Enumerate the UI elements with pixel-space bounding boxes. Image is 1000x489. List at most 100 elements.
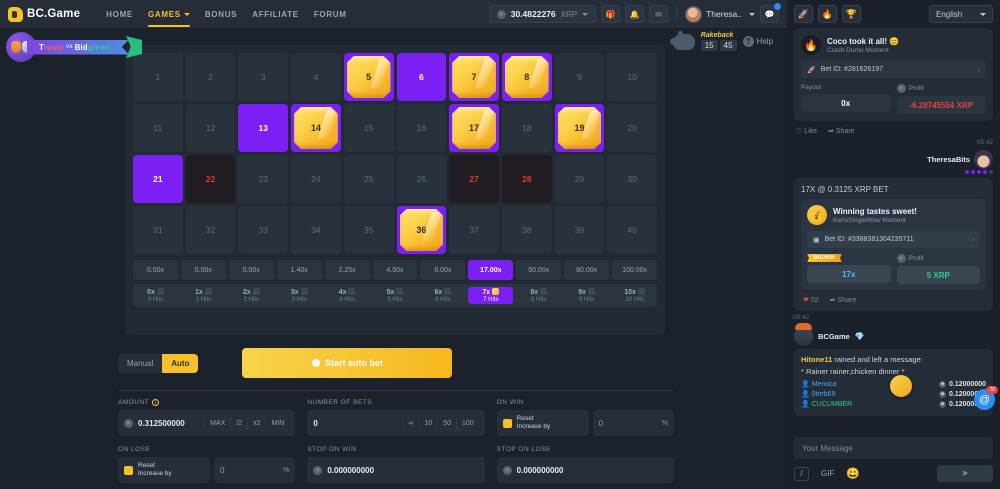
- share-button[interactable]: ➦ Share: [829, 297, 857, 304]
- keno-cell-28[interactable]: 28: [501, 155, 552, 203]
- emoji-icon[interactable]: 😀: [846, 468, 861, 480]
- fire-icon[interactable]: 🔥: [818, 5, 837, 23]
- keno-cell-35[interactable]: 35: [343, 206, 394, 254]
- on-win-percent-input[interactable]: 0 %: [592, 410, 674, 436]
- stop-on-lose-input[interactable]: 0.000000000: [496, 457, 674, 483]
- keno-cell-3[interactable]: 3: [238, 53, 289, 101]
- rakeback-widget[interactable]: Rakeback 15 45 ? Help: [669, 30, 773, 51]
- keno-grid[interactable]: 1 2 3 4 5 6 7 8 9 10 11 12 13 14 15 16 17 18 19 20 21 22 23 24 2…: [133, 53, 657, 254]
- avatar[interactable]: [974, 150, 993, 169]
- keno-cell-8[interactable]: 8: [501, 53, 552, 101]
- bets-50-button[interactable]: 50: [437, 416, 456, 430]
- gif-button[interactable]: GIF: [821, 469, 835, 478]
- keno-cell-31[interactable]: 31: [133, 206, 183, 254]
- keno-cell-33[interactable]: 33: [238, 206, 289, 254]
- on-lose-percent-input[interactable]: 0 %: [214, 457, 296, 483]
- keno-cell-1[interactable]: 1: [133, 53, 183, 101]
- keno-cell-21[interactable]: 21: [133, 155, 183, 203]
- keno-cell-39[interactable]: 39: [554, 206, 605, 254]
- currency-selector[interactable]: XRP: [561, 10, 589, 19]
- nav-games[interactable]: GAMES: [147, 2, 190, 27]
- keno-cell-15[interactable]: 15: [343, 104, 394, 152]
- keno-cell-36[interactable]: 36: [396, 206, 447, 254]
- keno-cell-20[interactable]: 20: [607, 104, 657, 152]
- like-button[interactable]: ❤ 02: [803, 296, 819, 304]
- info-icon[interactable]: i: [152, 399, 160, 406]
- chat-messages[interactable]: 🔥 Coco took it all! 😊 Crash Dumo Moment …: [787, 28, 1000, 431]
- keno-cell-30[interactable]: 30: [607, 155, 657, 203]
- keno-cell-9[interactable]: 9: [554, 53, 605, 101]
- keno-cell-32[interactable]: 32: [185, 206, 236, 254]
- bet-id-row[interactable]: 🚀 Bet ID: #281626197 ›: [801, 61, 986, 78]
- keno-cell-34[interactable]: 34: [291, 206, 341, 254]
- on-win-reset-toggle[interactable]: Reset Increase by: [496, 410, 589, 436]
- bets-10-button[interactable]: 10: [418, 416, 437, 430]
- keno-cell-18[interactable]: 18: [501, 104, 552, 152]
- keno-cell-6[interactable]: 6: [396, 53, 447, 101]
- amount-input[interactable]: 0.312500000 MAX /2 x2 MIN: [118, 410, 296, 436]
- keno-cell-24[interactable]: 24: [291, 155, 341, 203]
- keno-cell-25[interactable]: 25: [343, 155, 394, 203]
- nav-affiliate[interactable]: AFFILIATE: [252, 9, 299, 19]
- amount-half-button[interactable]: /2: [230, 416, 247, 430]
- envelope-icon[interactable]: ✉: [649, 5, 669, 23]
- balance-display[interactable]: 30.4822276 XRP: [488, 5, 597, 23]
- keno-cell-23[interactable]: 23: [238, 155, 289, 203]
- mode-manual[interactable]: Manual: [127, 358, 154, 368]
- keno-cell-4[interactable]: 4: [291, 53, 341, 101]
- keno-cell-16[interactable]: 16: [396, 104, 447, 152]
- mode-switch[interactable]: Manual Auto: [118, 353, 199, 373]
- nav-bonus[interactable]: BONUS: [204, 9, 238, 19]
- keno-cell-10[interactable]: 10: [607, 53, 657, 101]
- keno-cell-12[interactable]: 12: [185, 104, 236, 152]
- language-selector[interactable]: English: [929, 5, 993, 23]
- amount-max-button[interactable]: MAX: [204, 416, 230, 430]
- keno-cell-14[interactable]: 14: [291, 104, 341, 152]
- keno-cell-13[interactable]: 13: [238, 104, 289, 152]
- rain-recipient-name[interactable]: 0treb69: [811, 390, 836, 398]
- keno-cell-37[interactable]: 37: [449, 206, 499, 254]
- share-button[interactable]: ➦ Share: [828, 128, 855, 135]
- on-lose-reset-toggle[interactable]: Reset Increase by: [118, 457, 210, 483]
- stop-on-win-input[interactable]: 0.000000000: [307, 457, 485, 483]
- nav-home[interactable]: HOME: [106, 9, 133, 19]
- keno-cell-2[interactable]: 2: [185, 53, 236, 101]
- start-auto-bet-button[interactable]: Start auto bet: [242, 348, 453, 378]
- nav-forum[interactable]: FORUM: [313, 9, 347, 19]
- keno-cell-29[interactable]: 29: [554, 155, 605, 203]
- send-button[interactable]: ➤: [937, 465, 993, 482]
- mode-auto[interactable]: Auto: [162, 353, 199, 373]
- keno-cell-27[interactable]: 27: [449, 155, 499, 203]
- keno-cell-5[interactable]: 5: [343, 53, 394, 101]
- gift-icon[interactable]: 🎁: [601, 5, 621, 23]
- command-slash-icon[interactable]: /: [794, 466, 809, 481]
- keno-cell-40[interactable]: 40: [607, 206, 657, 254]
- help-button[interactable]: ? Help: [742, 36, 773, 47]
- bell-icon[interactable]: 🔔: [625, 5, 645, 23]
- brand-logo[interactable]: BC.Game: [8, 6, 80, 22]
- like-button[interactable]: ♡ Like: [796, 128, 818, 135]
- amount-min-button[interactable]: MIN: [265, 416, 289, 430]
- amount-double-button[interactable]: x2: [247, 416, 265, 430]
- chat-toggle-icon[interactable]: 💬: [760, 2, 782, 23]
- rain-recipient-name[interactable]: Menoca: [811, 380, 837, 388]
- number-of-bets-input[interactable]: 0 ∞ 10 50 100: [307, 410, 485, 436]
- bet-id-row[interactable]: ▣ Bet ID: #3388381304235711 ›: [807, 231, 980, 248]
- rocket-icon[interactable]: 🚀: [794, 5, 813, 23]
- bets-100-button[interactable]: 100: [455, 416, 479, 430]
- bets-infinite-button[interactable]: ∞: [402, 416, 418, 430]
- keno-cell-22[interactable]: 22: [185, 155, 236, 203]
- trophy-icon[interactable]: 🏆: [842, 5, 861, 23]
- avatar[interactable]: [794, 323, 813, 346]
- mentions-button[interactable]: @ 28: [974, 386, 998, 410]
- keno-cell-19[interactable]: 19: [554, 104, 605, 152]
- keno-cell-26[interactable]: 26: [396, 155, 447, 203]
- rain-recipient-name[interactable]: CUCUMBER: [811, 400, 853, 408]
- keno-cell-11[interactable]: 11: [133, 104, 183, 152]
- user-menu[interactable]: Theresa..: [685, 5, 755, 23]
- keno-cell-17[interactable]: 17: [449, 104, 499, 152]
- keno-cell-38[interactable]: 38: [501, 206, 552, 254]
- keno-cell-7[interactable]: 7: [449, 53, 499, 101]
- message-input[interactable]: Your Message: [794, 437, 993, 459]
